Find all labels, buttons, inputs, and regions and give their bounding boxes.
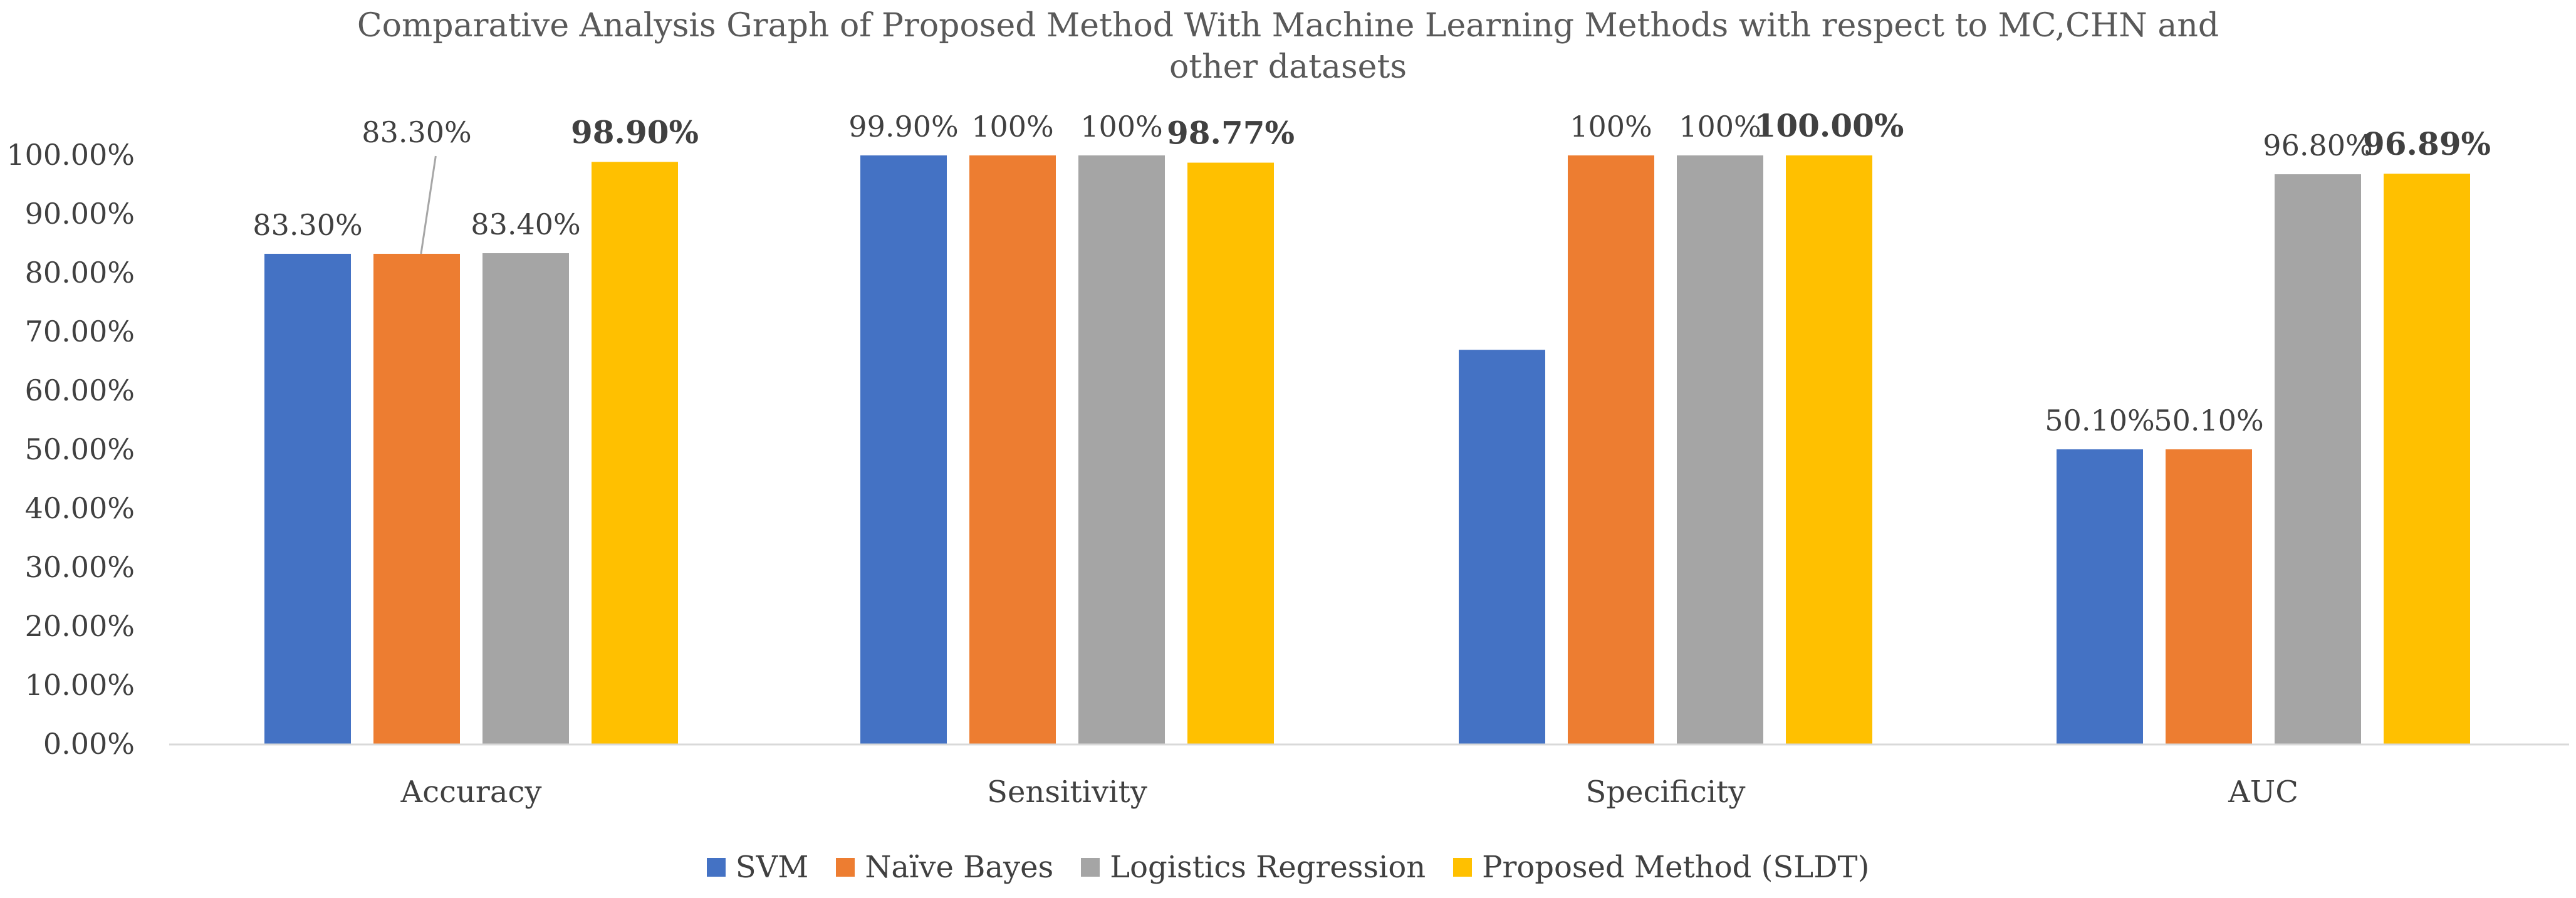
bar <box>1568 155 1654 744</box>
data-label: 100% <box>1679 110 1761 144</box>
bar <box>969 155 1056 744</box>
data-label: 83.30% <box>253 208 362 242</box>
bar <box>1459 350 1545 744</box>
bars <box>264 155 2470 745</box>
bar <box>2166 449 2252 744</box>
x-category-label: Specificity <box>1586 775 1746 810</box>
y-tick-label: 50.00% <box>25 432 135 466</box>
chart-title-line2: other datasets <box>1169 48 1407 86</box>
x-category-label: AUC <box>2228 775 2298 810</box>
bar <box>1677 155 1763 744</box>
bar <box>2384 174 2470 744</box>
data-label: 100% <box>1570 110 1652 144</box>
y-tick-label: 100.00% <box>6 138 135 172</box>
data-label: 96.89% <box>2363 125 2491 162</box>
legend-item: Naïve Bayes <box>836 850 1053 885</box>
legend-item: SVM <box>706 850 809 885</box>
data-label: 100% <box>1080 110 1163 144</box>
legend: SVM Naïve Bayes Logistics Regression Propos… <box>0 849 2576 885</box>
leader-line <box>420 155 437 254</box>
data-label: 50.10% <box>2045 404 2154 437</box>
y-tick-label: 60.00% <box>25 373 135 407</box>
legend-label: SVM <box>735 850 809 885</box>
y-tick-label: 20.00% <box>25 609 135 643</box>
bar <box>1078 155 1165 744</box>
data-label: 100.00% <box>1755 107 1904 144</box>
legend-label: Proposed Method (SLDT) <box>1482 850 1870 885</box>
data-label: 100% <box>971 110 1054 144</box>
legend-swatch <box>1453 858 1473 877</box>
bar <box>482 253 569 744</box>
data-label: 83.40% <box>471 207 580 241</box>
y-tick-label: 40.00% <box>25 491 135 525</box>
y-tick-label: 80.00% <box>25 256 135 290</box>
bar <box>264 253 351 745</box>
chart-title-line1: Comparative Analysis Graph of Proposed M… <box>357 7 2219 44</box>
chart-plot: 0.00% 10.00% 20.00% 30.00% 40.00% 50.00% 60.00… <box>6 107 2569 810</box>
chart-title: Comparative Analysis Graph of Proposed M… <box>0 5 2576 88</box>
data-label: 50.10% <box>2154 404 2263 437</box>
data-label: 83.30% <box>362 115 471 149</box>
y-tick-label: 70.00% <box>25 315 135 348</box>
legend-swatch <box>836 858 855 877</box>
y-tick-label: 10.00% <box>25 668 135 702</box>
legend-label: Logistics Regression <box>1110 850 1426 885</box>
legend-item: Proposed Method (SLDT) <box>1453 850 1869 885</box>
legend-swatch <box>1081 858 1100 877</box>
legend-label: Naïve Bayes <box>865 850 1054 885</box>
data-label: 99.90% <box>848 110 958 144</box>
x-axis: Accuracy Sensitivity Specificity AUC <box>169 743 2569 810</box>
bar <box>1187 162 1274 744</box>
y-tick-label: 0.00% <box>43 727 135 761</box>
data-label: 96.80% <box>2263 128 2372 162</box>
y-tick-label: 90.00% <box>25 197 135 231</box>
x-category-label: Accuracy <box>400 775 542 810</box>
bar <box>1786 155 1872 744</box>
bar <box>2275 174 2361 745</box>
data-label: 98.77% <box>1167 115 1295 152</box>
bar <box>860 155 947 744</box>
legend-swatch <box>706 858 726 877</box>
bar <box>592 162 678 745</box>
data-label: 98.90% <box>571 113 699 150</box>
bar <box>373 253 460 745</box>
x-category-label: Sensitivity <box>987 775 1147 810</box>
y-axis: 0.00% 10.00% 20.00% 30.00% 40.00% 50.00% 60.00… <box>6 138 135 761</box>
legend-item: Logistics Regression <box>1081 850 1426 885</box>
data-labels: 83.30% 99.90% 50.10% 83.30% 100% 100% 50.10% 83… <box>253 107 2491 437</box>
bar <box>2057 449 2143 744</box>
y-tick-label: 30.00% <box>25 550 135 584</box>
